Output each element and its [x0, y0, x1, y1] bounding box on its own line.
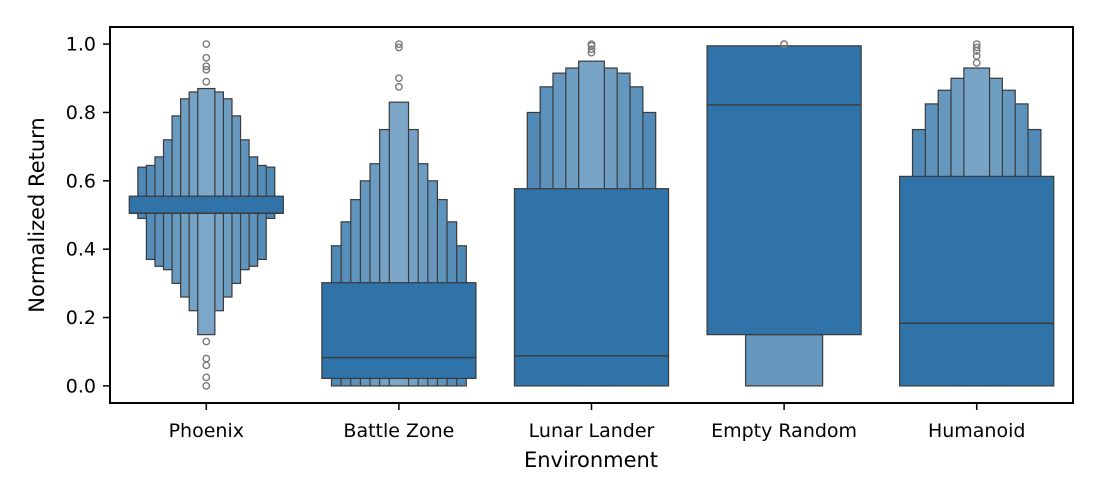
box-group-lunar-lander [513, 40, 670, 387]
outlier-point [394, 40, 403, 48]
outlier-point [972, 43, 981, 52]
outlier-point [202, 65, 211, 74]
x-tick-label: Phoenix [169, 420, 244, 442]
outlier-point [202, 53, 211, 62]
outlier-point [202, 354, 211, 363]
outlier-point [202, 373, 211, 382]
outlier-point [202, 382, 211, 390]
outlier-point [394, 43, 403, 52]
outlier-point [202, 62, 211, 71]
box-level [744, 334, 824, 387]
outlier-point [202, 337, 211, 346]
box-iqr [899, 175, 1055, 387]
box-group-humanoid [899, 40, 1055, 387]
box-iqr [128, 195, 284, 214]
y-tick-label: 1.0 [66, 34, 96, 56]
outlier-point [202, 361, 211, 370]
outlier-point [394, 82, 403, 91]
box-group-battle-zone [321, 40, 477, 387]
x-tick-label: Humanoid [928, 420, 1026, 442]
x-axis: Phoenix Battle Zone Lunar Lander Empty Rand… [169, 403, 1026, 442]
outlier-point [587, 40, 596, 48]
y-tick-label: 0.0 [66, 375, 96, 397]
y-axis: 0.0 0.2 0.4 0.6 0.8 1.0 [66, 34, 110, 397]
y-tick-label: 0.4 [66, 239, 96, 261]
outlier-point [587, 45, 596, 54]
plot-area [128, 40, 1055, 390]
box-group-phoenix [128, 40, 284, 390]
outlier-point [972, 52, 981, 60]
outlier-point [972, 40, 981, 48]
x-tick-label: Battle Zone [343, 420, 454, 442]
box-group-empty-random [706, 40, 862, 387]
outlier-point [202, 77, 211, 86]
x-tick-label: Lunar Lander [529, 420, 655, 442]
y-tick-label: 0.2 [66, 307, 96, 329]
box-iqr [513, 188, 670, 387]
x-tick-label: Empty Random [711, 420, 857, 442]
y-tick-label: 0.6 [66, 170, 96, 192]
outlier-point [780, 40, 788, 48]
y-tick-label: 0.8 [66, 102, 96, 124]
outlier-point [972, 58, 981, 67]
box-iqr [706, 45, 862, 336]
outlier-point [202, 40, 211, 48]
outlier-point [394, 74, 403, 83]
y-axis-title: Normalized Return [25, 117, 49, 312]
x-axis-title: Environment [524, 448, 658, 472]
box-iqr [321, 282, 477, 379]
